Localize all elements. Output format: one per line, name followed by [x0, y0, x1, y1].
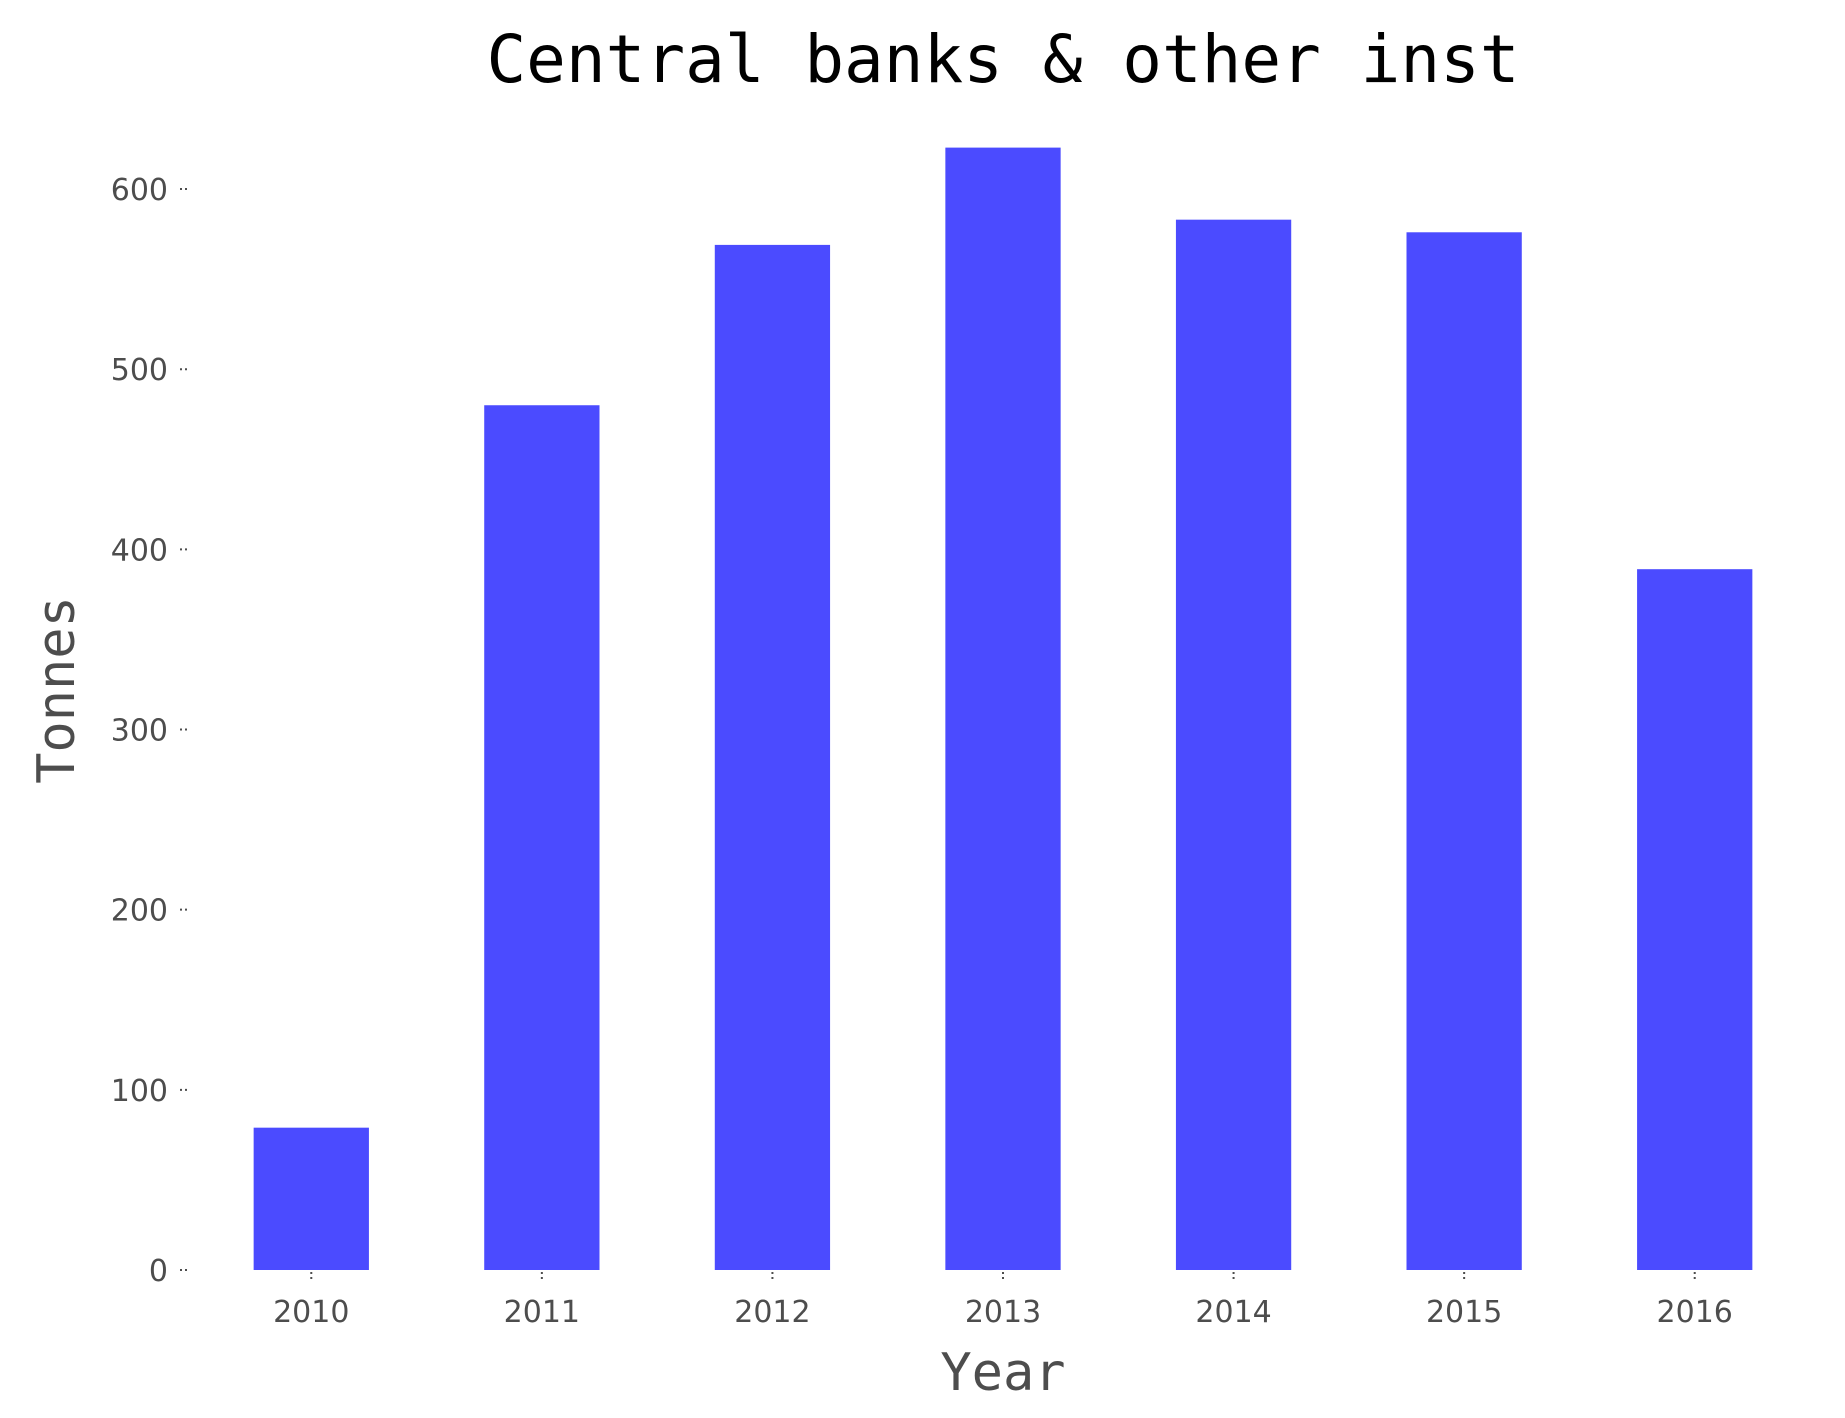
- bar-2011: [484, 405, 600, 1270]
- bar-2012: [714, 244, 831, 1270]
- x-tick-label: 2011: [504, 1295, 580, 1330]
- y-tick-label: 300: [111, 714, 168, 749]
- x-axis: 2010 2011 2012 2013 2014 2015 2016: [273, 1272, 1733, 1330]
- y-axis-title: Tonnes: [27, 596, 87, 784]
- y-axis: 0 100 200 300 400 500 600: [111, 173, 190, 1289]
- bar-2016: [1637, 569, 1753, 1270]
- x-axis-title: Year: [940, 1343, 1065, 1403]
- y-tick-label: 400: [111, 533, 168, 568]
- chart-title: Central banks & other inst: [486, 21, 1519, 98]
- x-tick-label: 2014: [1195, 1295, 1271, 1330]
- y-tick-label: 600: [111, 173, 168, 208]
- y-tick-label: 500: [111, 353, 168, 388]
- x-tick-label: 2015: [1426, 1295, 1502, 1330]
- y-tick-label: 100: [111, 1074, 168, 1109]
- y-tick-label: 0: [149, 1254, 168, 1289]
- y-tick-label: 200: [111, 894, 168, 929]
- x-tick-label: 2016: [1657, 1295, 1733, 1330]
- bar-2013: [945, 147, 1061, 1271]
- x-tick-label: 2012: [734, 1295, 810, 1330]
- x-tick-label: 2013: [965, 1295, 1041, 1330]
- bars: [253, 147, 1753, 1271]
- x-tick-label: 2010: [273, 1295, 349, 1330]
- bar-2014: [1175, 219, 1292, 1271]
- bar-2015: [1406, 232, 1522, 1270]
- bar-2010: [253, 1127, 369, 1270]
